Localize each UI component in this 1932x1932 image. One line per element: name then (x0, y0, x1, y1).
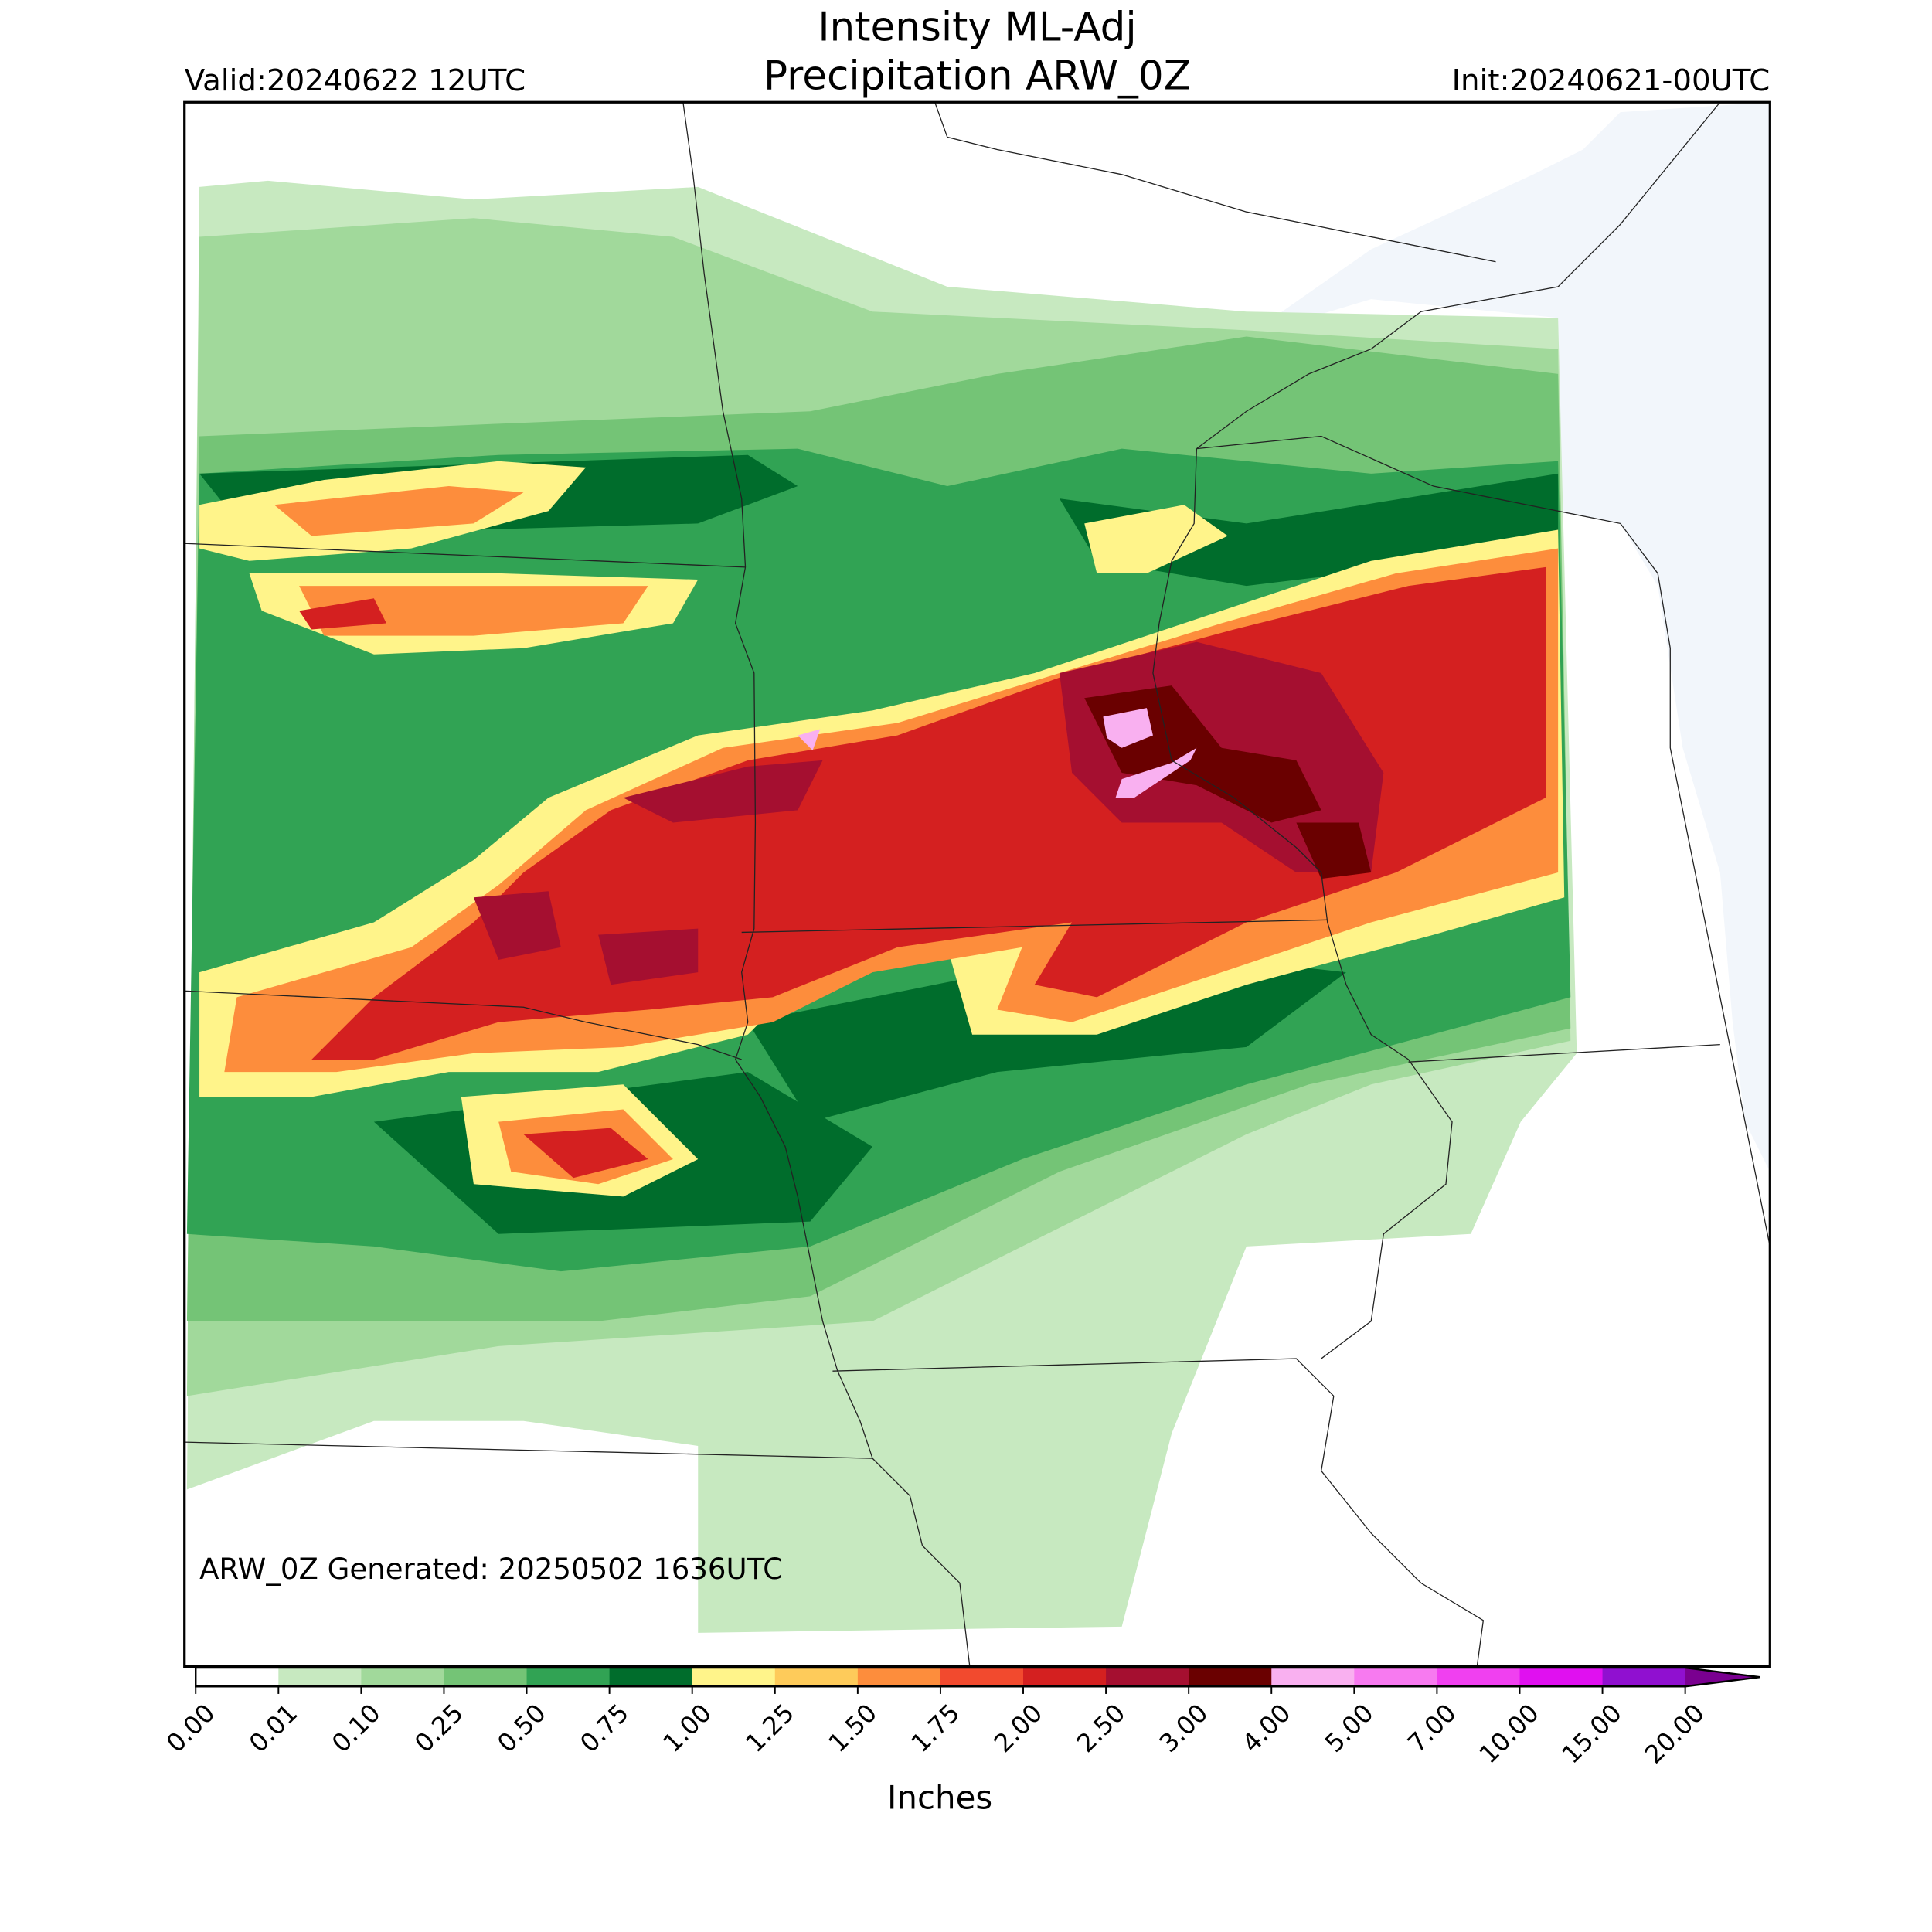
colorbar-tick-label: 0.50 (492, 1698, 552, 1758)
colorbar-segment (940, 1668, 1024, 1687)
colorbar-segment (1602, 1668, 1686, 1687)
colorbar-segment (1271, 1668, 1355, 1687)
valid-time: Valid:20240622 12UTC (185, 63, 526, 98)
colorbar-label: Inches (887, 1779, 992, 1817)
colorbar-segment (196, 1668, 279, 1687)
colorbar-tick-label: 2.00 (988, 1698, 1049, 1758)
colorbar-tick-label: 0.25 (409, 1698, 469, 1758)
colorbar-tick-label: 1.75 (906, 1698, 966, 1758)
init-time: Init:20240621-00UTC (1452, 63, 1770, 98)
colorbar-segment (278, 1668, 362, 1687)
colorbar-outline (195, 1666, 1760, 1688)
colorbar-segment (1519, 1668, 1604, 1687)
precip-400 (1084, 685, 1372, 879)
colorbar-segment (1437, 1668, 1520, 1687)
map: ARW_0Z Generated: 20250502 1636UTC (183, 100, 1771, 1668)
colorbar-segment (609, 1668, 693, 1687)
colorbar: 0.00 0.01 0.10 0.25 0.50 0.75 1.00 1.25 1.50 1.75… (161, 1666, 1760, 1770)
title-line2: Precipitation ARW_0Z (764, 53, 1191, 100)
colorbar-tick-label: 10.00 (1474, 1698, 1545, 1769)
colorbar-tick-label: 1.00 (657, 1698, 717, 1758)
colorbar-segment (1023, 1668, 1107, 1687)
generated-note: ARW_0Z Generated: 20250502 1636UTC (199, 1553, 783, 1586)
colorbar-tick-label: 3.00 (1154, 1698, 1214, 1758)
colorbar-tick-label: 7.00 (1402, 1698, 1462, 1758)
colorbar-segment (774, 1668, 859, 1687)
colorbar-tick-label: 2.50 (1071, 1698, 1131, 1758)
colorbar-segment (857, 1668, 941, 1687)
colorbar-tick-label: 1.50 (823, 1698, 883, 1758)
colorbar-segment (444, 1668, 528, 1687)
colorbar-tick-label: 4.00 (1236, 1698, 1297, 1758)
colorbar-tick-label: 5.00 (1319, 1698, 1379, 1758)
colorbar-segment (692, 1668, 776, 1687)
colorbar-tick-label: 0.75 (574, 1698, 634, 1758)
colorbar-segment (1354, 1668, 1437, 1687)
map-frame (183, 100, 1771, 1668)
precip-075 (199, 454, 1559, 1234)
colorbar-tick-label: 1.25 (740, 1698, 800, 1758)
colorbar-segment (1106, 1668, 1189, 1687)
colorbar-extend (1685, 1668, 1760, 1687)
colorbar-tick-label: 0.01 (243, 1698, 304, 1758)
colorbar-segment (361, 1668, 444, 1687)
colorbar-tick-label: 20.00 (1639, 1698, 1710, 1769)
colorbar-segment (1189, 1668, 1272, 1687)
lake (1246, 102, 1770, 1172)
precip-field (184, 102, 1770, 1667)
colorbar-tick-label: 0.00 (161, 1698, 221, 1758)
colorbar-tick-label: 0.10 (326, 1698, 386, 1758)
colorbar-tick-label: 15.00 (1556, 1698, 1628, 1769)
title-line1: Intensity ML-Adj (818, 5, 1136, 51)
boundaries (184, 102, 1770, 1667)
colorbar-segment (526, 1668, 611, 1687)
